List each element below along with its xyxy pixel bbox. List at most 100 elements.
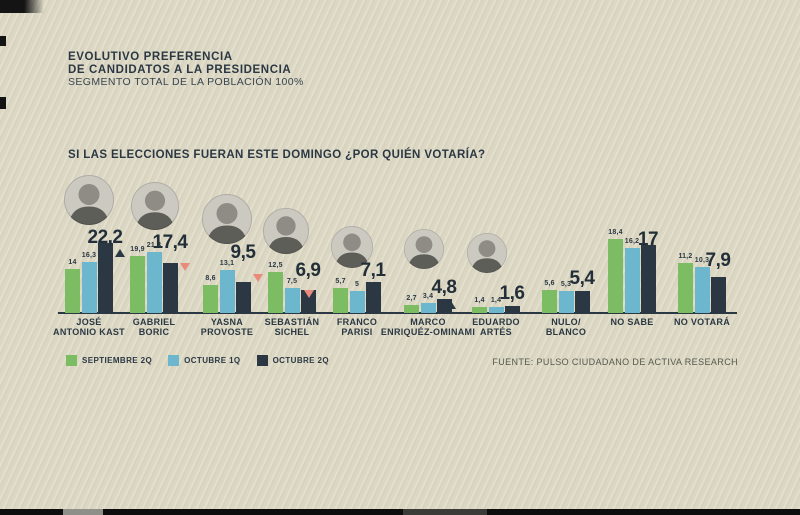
legend-item-1: OCTUBRE 1Q (168, 355, 240, 366)
x-axis-line (58, 312, 737, 314)
latest-value-label: 17,4 (152, 232, 188, 253)
category-label: FRANCO PARISI (336, 317, 378, 337)
source-text: FUENTE: PULSO CIUDADANO DE ACTIVA RESEAR… (492, 357, 738, 367)
bar-value-label: 1,4 (474, 297, 485, 304)
candidate-photo (131, 182, 179, 230)
bar-septiembre-2q (203, 285, 218, 313)
bar-value-label: 5 (354, 281, 360, 288)
bar-value-label: 14 (68, 259, 77, 266)
bar-octubre-2q (711, 277, 726, 313)
bar-octubre-2q (236, 282, 251, 313)
legend-swatch-icon (256, 355, 268, 366)
bar-value-label: 19,9 (130, 246, 145, 253)
person-portrait-icon (263, 208, 309, 254)
bar-septiembre-2q (65, 269, 80, 313)
bar-value-label: 5,6 (544, 280, 555, 287)
bar-value-label: 16,2 (624, 238, 640, 245)
category-label: MARCO ENRIQUÉZ-OMINAMI (380, 317, 476, 337)
bar-value-label: 5,7 (335, 278, 346, 285)
latest-value-label: 7,1 (360, 260, 386, 281)
bar-octubre-2q (98, 243, 113, 313)
bar-octubre-2q (641, 245, 656, 313)
bar-octubre-1q (219, 270, 235, 313)
bar-value-label: 5,3 (560, 281, 572, 288)
legend-label: SEPTIEMBRE 2Q (82, 356, 153, 365)
bar-value-label: 11,2 (678, 253, 693, 260)
chart-title-block: EVOLUTIVO PREFERENCIA DE CANDIDATOS A LA… (68, 51, 304, 88)
person-portrait-icon (64, 175, 114, 225)
person-portrait-icon (404, 229, 444, 269)
bar-octubre-1q (146, 252, 162, 313)
trend-up-icon (115, 249, 125, 257)
latest-value-label: 5,4 (569, 268, 595, 289)
legend-item-2: OCTUBRE 2Q (256, 355, 330, 366)
candidate-photo (404, 229, 444, 269)
latest-value-label: 6,9 (295, 260, 321, 281)
title-line-1: EVOLUTIVO PREFERENCIA (68, 51, 233, 63)
candidate-photo (263, 208, 309, 254)
bar-octubre-1q (624, 248, 640, 313)
bar-value-label: 7,5 (286, 278, 298, 285)
bar-septiembre-2q (472, 307, 487, 313)
trend-up-icon (371, 286, 381, 294)
survey-question: SI LAS ELECCIONES FUERAN ESTE DOMINGO ¿P… (68, 149, 486, 161)
person-portrait-icon (202, 194, 252, 244)
latest-value-label: 1,6 (499, 283, 525, 304)
bar-octubre-1q (488, 307, 504, 313)
category-label: YASNA PROVOSTE (200, 317, 254, 337)
bar-octubre-1q (420, 303, 436, 313)
bar-value-label: 13,1 (219, 260, 235, 267)
legend-swatch-icon (168, 355, 180, 366)
bar-octubre-1q (284, 288, 300, 313)
video-artifact-corner (0, 0, 44, 13)
bar-octubre-2q (505, 306, 520, 313)
latest-value-label: 22,2 (87, 227, 123, 248)
bar-septiembre-2q (333, 288, 348, 313)
video-artifact-tick (0, 36, 6, 46)
title-line-2: DE CANDIDATOS A LA PRESIDENCIA (68, 63, 292, 76)
legend-label: OCTUBRE 2Q (272, 356, 330, 365)
video-progress-bar[interactable] (0, 509, 800, 515)
video-artifact-tick (0, 97, 6, 109)
category-label: GABRIEL BORIC (132, 317, 176, 337)
bar-octubre-1q (694, 267, 710, 313)
bar-value-label: 3,4 (422, 293, 434, 300)
legend-swatch-icon (66, 355, 77, 366)
category-label: NULO/ BLANCO (545, 317, 587, 337)
bar-value-label: 1,4 (490, 297, 502, 304)
legend-label: OCTUBRE 1Q (184, 356, 241, 365)
bar-value-label: 2,7 (406, 295, 417, 302)
latest-value-label: 4,8 (431, 277, 457, 298)
video-progress-segment (403, 509, 487, 515)
bar-value-label: 21,3 (146, 242, 162, 249)
bar-septiembre-2q (268, 272, 283, 313)
category-label: EDUARDO ARTÉS (472, 317, 520, 337)
category-label: SEBASTIÁN SICHEL (264, 317, 320, 337)
latest-value-label: 7,9 (705, 250, 731, 271)
person-portrait-icon (331, 226, 373, 268)
trend-down-icon (304, 290, 314, 298)
candidate-photo (202, 194, 252, 244)
category-label: JOSÉ ANTONIO KAST (53, 317, 125, 337)
bar-octubre-1q (81, 262, 97, 313)
bar-value-label: 8,6 (205, 275, 216, 282)
bar-value-label: 12,5 (268, 262, 283, 269)
person-portrait-icon (131, 182, 179, 230)
category-label: NO VOTARÁ (673, 317, 731, 327)
trend-down-icon (253, 274, 263, 282)
bar-septiembre-2q (404, 305, 419, 313)
bar-septiembre-2q (678, 263, 693, 313)
trend-up-icon (446, 301, 456, 309)
candidate-photo (64, 175, 114, 225)
bar-value-label: 18,4 (608, 229, 623, 236)
subtitle: SEGMENTO TOTAL DE LA POBLACIÓN 100% (68, 76, 304, 88)
person-portrait-icon (467, 233, 507, 273)
video-progress-segment (63, 509, 103, 515)
latest-value-label: 17 (637, 229, 659, 250)
bar-octubre-2q (575, 291, 590, 313)
legend-item-0: SEPTIEMBRE 2Q (66, 355, 152, 366)
bar-octubre-1q (558, 291, 574, 313)
bar-octubre-1q (349, 291, 365, 313)
latest-value-label: 9,5 (230, 242, 256, 263)
